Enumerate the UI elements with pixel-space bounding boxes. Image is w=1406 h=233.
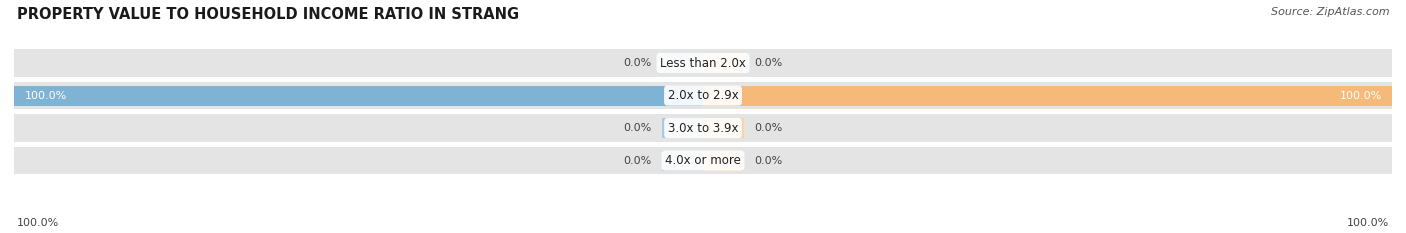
Text: 0.0%: 0.0%	[623, 156, 651, 166]
Legend: Without Mortgage, With Mortgage: Without Mortgage, With Mortgage	[567, 229, 839, 233]
Bar	[14, 82, 1392, 109]
Text: 2.0x to 2.9x: 2.0x to 2.9x	[668, 89, 738, 102]
Text: 100.0%: 100.0%	[17, 218, 59, 228]
Text: 0.0%: 0.0%	[755, 58, 783, 68]
Bar	[662, 151, 703, 171]
Bar	[703, 86, 1392, 106]
Text: 100.0%: 100.0%	[24, 91, 66, 101]
Bar	[14, 49, 1392, 77]
Text: 0.0%: 0.0%	[623, 123, 651, 133]
Text: 0.0%: 0.0%	[623, 58, 651, 68]
Text: 3.0x to 3.9x: 3.0x to 3.9x	[668, 122, 738, 135]
Bar	[703, 53, 744, 73]
Text: 100.0%: 100.0%	[1340, 91, 1382, 101]
Bar	[662, 118, 703, 138]
Bar	[662, 53, 703, 73]
Bar	[14, 114, 1392, 142]
Bar	[14, 86, 703, 106]
Text: 0.0%: 0.0%	[755, 156, 783, 166]
Bar	[703, 118, 744, 138]
Text: Less than 2.0x: Less than 2.0x	[659, 57, 747, 70]
Text: 100.0%: 100.0%	[1347, 218, 1389, 228]
Text: PROPERTY VALUE TO HOUSEHOLD INCOME RATIO IN STRANG: PROPERTY VALUE TO HOUSEHOLD INCOME RATIO…	[17, 7, 519, 22]
Bar	[703, 151, 744, 171]
Bar	[14, 147, 1392, 174]
Text: 4.0x or more: 4.0x or more	[665, 154, 741, 167]
Text: 0.0%: 0.0%	[755, 123, 783, 133]
Text: Source: ZipAtlas.com: Source: ZipAtlas.com	[1271, 7, 1389, 17]
